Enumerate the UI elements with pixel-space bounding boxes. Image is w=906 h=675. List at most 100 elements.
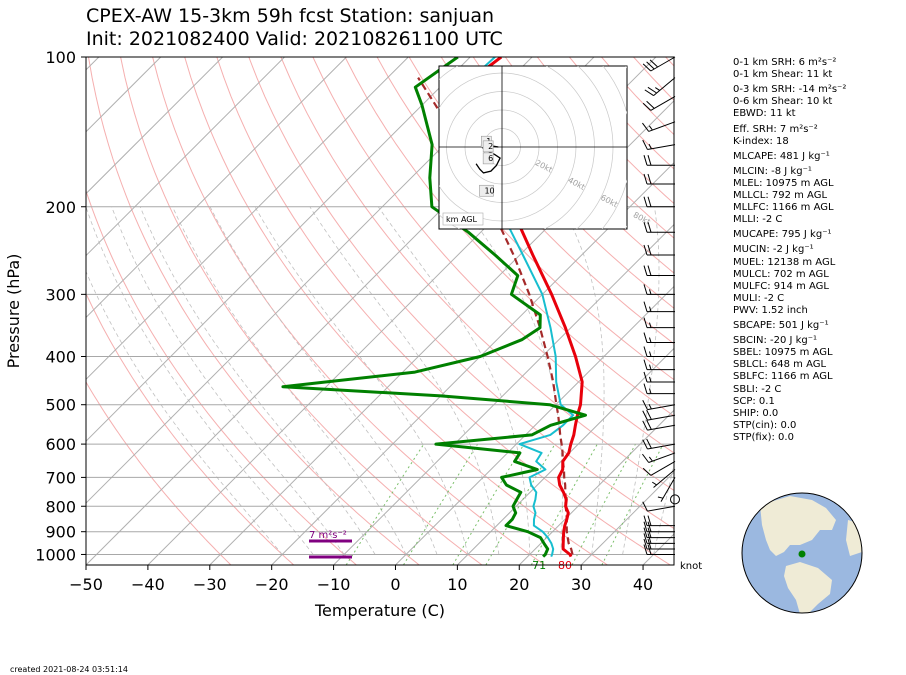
hodograph-height-box (479, 184, 494, 197)
barb-flag (643, 196, 648, 207)
barb-staff (647, 404, 676, 411)
hodograph-legend-box (442, 212, 484, 226)
wind-barb (643, 317, 675, 329)
barb-flag (647, 533, 652, 544)
wind-barb (642, 139, 676, 150)
index-line: SBLI: -2 C (733, 383, 782, 395)
chart-title-line2: Init: 2021082400 Valid: 202108261100 UTC (86, 28, 503, 50)
dry-adiabat (472, 57, 674, 274)
wind-barb (643, 173, 675, 185)
barb-half-flag (648, 403, 652, 410)
y-tick-label: 700 (45, 468, 76, 487)
index-line: SBEL: 10975 m AGL (733, 347, 833, 359)
barb-flag (642, 467, 652, 476)
wind-barb (642, 460, 676, 476)
barb-half-flag (649, 376, 652, 383)
moist-adiabat (463, 206, 563, 555)
moist-adiabat (86, 206, 314, 555)
barb-staff (647, 414, 676, 421)
wind-barb (643, 515, 675, 527)
hodograph-height-label: 10 (484, 186, 494, 195)
mixing-ratio-line (345, 443, 425, 565)
x-tick-label: 10 (447, 575, 467, 594)
barb-flag (646, 61, 655, 70)
isotherm (580, 471, 674, 565)
x-tick-label: −50 (69, 575, 103, 594)
barb-staff (648, 121, 676, 132)
dry-adiabat (248, 57, 674, 530)
chart-title-line1: CPEX-AW 15-3km 59h fcst Station: sanjuan (86, 5, 495, 27)
index-line: PWV: 1.52 inch (733, 304, 808, 316)
barb-flag (647, 265, 652, 276)
barb-flag (643, 515, 648, 526)
wind-barb (643, 301, 675, 313)
barb-flag (647, 196, 652, 207)
dry-adiabat (440, 57, 674, 309)
plot-frame (85, 56, 675, 566)
wind-barb (642, 400, 676, 411)
barb-flag (647, 544, 652, 555)
globe-outline (741, 492, 863, 614)
barb-staff (653, 469, 676, 488)
moist-adiabat (562, 206, 605, 555)
barb-flag (642, 400, 648, 410)
barb-flag (643, 173, 648, 185)
isotherm (86, 57, 471, 442)
barb-flag (643, 383, 648, 394)
globe-land (760, 496, 862, 613)
isotherm (395, 285, 674, 565)
dry-adiabat (280, 57, 674, 492)
barb-flag (646, 100, 655, 109)
y-tick-label: 600 (45, 435, 76, 454)
x-tick-label: −40 (131, 575, 165, 594)
hodograph-height-box (482, 152, 494, 165)
barb-staff (660, 477, 676, 502)
barb-half-flag (648, 143, 652, 149)
barb-flag (643, 301, 648, 312)
x-axis-label: Temperature (C) (314, 601, 445, 620)
parcel-profile (417, 77, 574, 555)
x-tick-label: 20 (509, 575, 529, 594)
wind-barb (643, 538, 675, 550)
wind-barbs (642, 56, 680, 555)
dry-adiabat (86, 381, 232, 565)
wind-barb (643, 544, 675, 555)
wind-barb (643, 359, 675, 371)
index-line: MLCIN: -8 J kg⁻¹ (733, 165, 812, 177)
wind-barb (642, 56, 676, 72)
barb-flag (642, 122, 650, 132)
barb-flag (643, 371, 648, 383)
index-line: MULFC: 914 m AGL (733, 280, 829, 292)
hodograph-height-box (482, 140, 494, 153)
wind-barb (643, 284, 675, 295)
moist-adiabat (653, 462, 674, 555)
barb-flag (643, 265, 648, 276)
hodograph-inset: 20kt40kt60kt80kt12610km AGL (438, 65, 652, 230)
index-line: SBCAPE: 501 J kg⁻¹ (733, 320, 829, 331)
dry-adiabat (184, 57, 608, 565)
barb-flag (647, 244, 652, 256)
index-line: Eff. SRH: 7 m²s⁻² (733, 123, 818, 135)
dry-adiabat (826, 57, 906, 565)
barb-staff (647, 443, 676, 450)
barb-flag (642, 63, 652, 72)
y-tick-label: 100 (45, 48, 76, 67)
wind-barb (643, 371, 675, 383)
barb-flag (646, 409, 652, 420)
barb-flag (647, 155, 652, 166)
barb-flag (642, 439, 648, 450)
index-line: MUCAPE: 795 J kg⁻¹ (733, 229, 832, 241)
hodograph-frame (438, 65, 628, 230)
barb-half-flag (649, 337, 652, 343)
wind-barb (643, 155, 675, 166)
barb-flag (647, 173, 652, 185)
barb-flag (643, 332, 648, 343)
barb-staff (647, 144, 676, 150)
index-line: 0-1 km SRH: 6 m²s⁻² (733, 57, 837, 68)
wind-barb (643, 222, 675, 233)
barb-flag (646, 419, 652, 430)
x-tick-label: 40 (633, 575, 653, 594)
barb-half-flag (655, 87, 660, 91)
wind-barb (643, 527, 675, 539)
